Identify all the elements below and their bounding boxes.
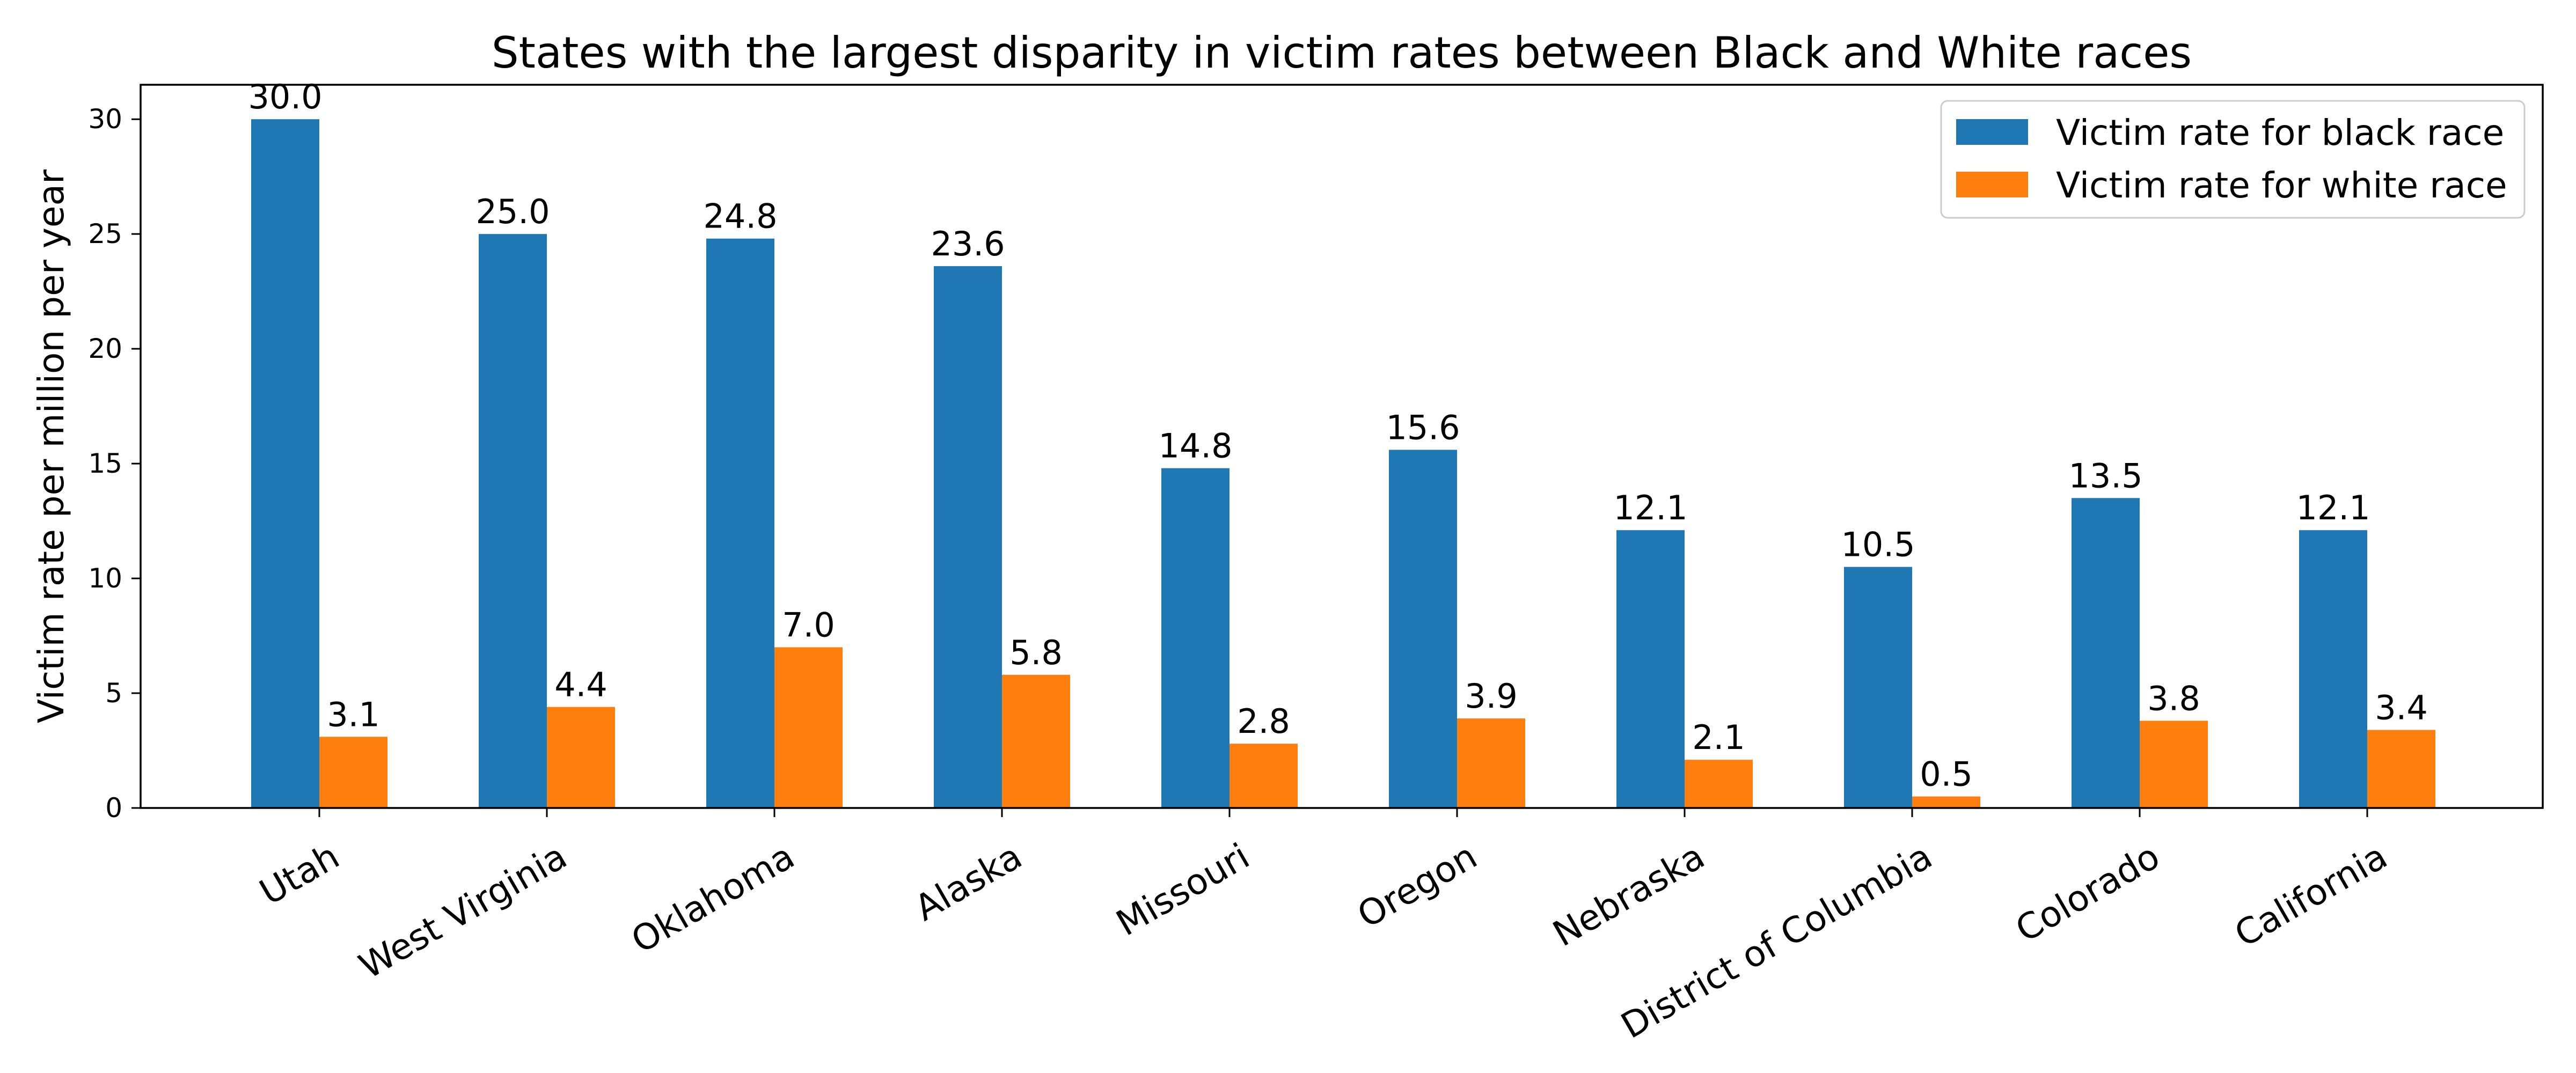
y-tick-label-4: 20 (88, 333, 122, 364)
y-tick-label-5: 25 (88, 218, 122, 249)
legend-label-black: Victim rate for black race (2056, 112, 2504, 153)
x-tick-label-2: Oklahoma (625, 835, 801, 961)
data-label-black-4: 14.8 (1158, 427, 1232, 466)
data-label-white-7: 0.5 (1920, 755, 1973, 794)
data-label-black-8: 13.5 (2068, 456, 2142, 495)
data-label-white-1: 4.4 (554, 665, 608, 704)
bar-white-0 (319, 737, 387, 808)
plot-frame (140, 84, 2544, 809)
data-label-white-5: 3.9 (1465, 677, 1518, 716)
legend-swatch-white (1956, 172, 2028, 197)
data-label-black-9: 12.1 (2296, 488, 2370, 527)
bar-white-5 (1457, 718, 1525, 808)
data-label-black-6: 12.1 (1613, 488, 1687, 527)
x-tick-label-3: Alaska (908, 835, 1029, 929)
chart-title: States with the largest disparity in vic… (492, 28, 2192, 78)
x-tick-label-6: Nebraska (1546, 835, 1711, 954)
legend: Victim rate for black race Victim rate fo… (1940, 100, 2526, 219)
x-tick-label-5: Oregon (1351, 835, 1484, 936)
y-tick-label-3: 15 (88, 448, 122, 479)
bar-white-2 (774, 647, 843, 808)
data-label-black-5: 15.6 (1386, 408, 1460, 447)
x-tick-label-8: Colorado (2009, 835, 2167, 950)
data-labels-layer: 30.0 3.1 25.0 4.4 24.8 7.0 23.6 5.8 14.8 2.8 15.6 3… (248, 77, 2427, 793)
bar-black-6 (1616, 530, 1685, 808)
data-label-black-7: 10.5 (1841, 525, 1915, 564)
data-label-white-6: 2.1 (1692, 718, 1745, 757)
y-tick-label-1: 5 (105, 678, 122, 709)
data-label-white-0: 3.1 (327, 695, 380, 734)
bar-black-3 (934, 266, 1002, 809)
axes-layer: 0 5 10 15 20 25 30 Utah West Virginia Oklahoma Ala… (88, 84, 2544, 1047)
bars-layer (251, 119, 2435, 809)
data-label-white-8: 3.8 (2147, 679, 2200, 718)
data-label-black-3: 23.6 (931, 224, 1005, 263)
bar-white-3 (1002, 674, 1070, 808)
legend-label-white: Victim rate for white race (2056, 165, 2507, 206)
legend-box (1940, 100, 2526, 219)
data-label-black-2: 24.8 (703, 197, 777, 236)
data-label-black-0: 30.0 (248, 77, 322, 116)
data-label-black-1: 25.0 (475, 192, 550, 231)
x-tick-label-9: California (2228, 835, 2394, 955)
data-label-white-4: 2.8 (1237, 702, 1290, 741)
legend-swatch-black (1956, 119, 2028, 145)
data-label-white-2: 7.0 (782, 605, 835, 644)
bar-black-7 (1844, 567, 1912, 808)
y-tick-label-2: 10 (88, 563, 122, 594)
bar-white-8 (2140, 721, 2208, 808)
data-label-white-3: 5.8 (1009, 633, 1063, 672)
bar-white-7 (1912, 796, 1980, 808)
bar-black-2 (706, 238, 774, 808)
bar-white-9 (2367, 730, 2435, 808)
bar-white-1 (547, 707, 615, 808)
bar-white-4 (1230, 744, 1298, 808)
x-tick-label-4: Missouri (1109, 835, 1256, 944)
bar-white-6 (1685, 760, 1753, 808)
y-tick-label-0: 0 (105, 792, 122, 824)
bar-black-8 (2072, 498, 2140, 808)
bar-black-9 (2299, 530, 2367, 808)
x-tick-label-1: West Virginia (352, 835, 574, 987)
bar-black-5 (1389, 450, 1457, 808)
bar-black-4 (1161, 468, 1230, 808)
bar-black-0 (251, 119, 319, 809)
bar-black-1 (479, 234, 547, 809)
data-label-white-9: 3.4 (2375, 688, 2428, 727)
x-tick-label-0: Utah (253, 835, 346, 913)
y-axis-label: Victim rate per million per year (31, 169, 72, 723)
y-tick-label-6: 30 (88, 104, 122, 135)
